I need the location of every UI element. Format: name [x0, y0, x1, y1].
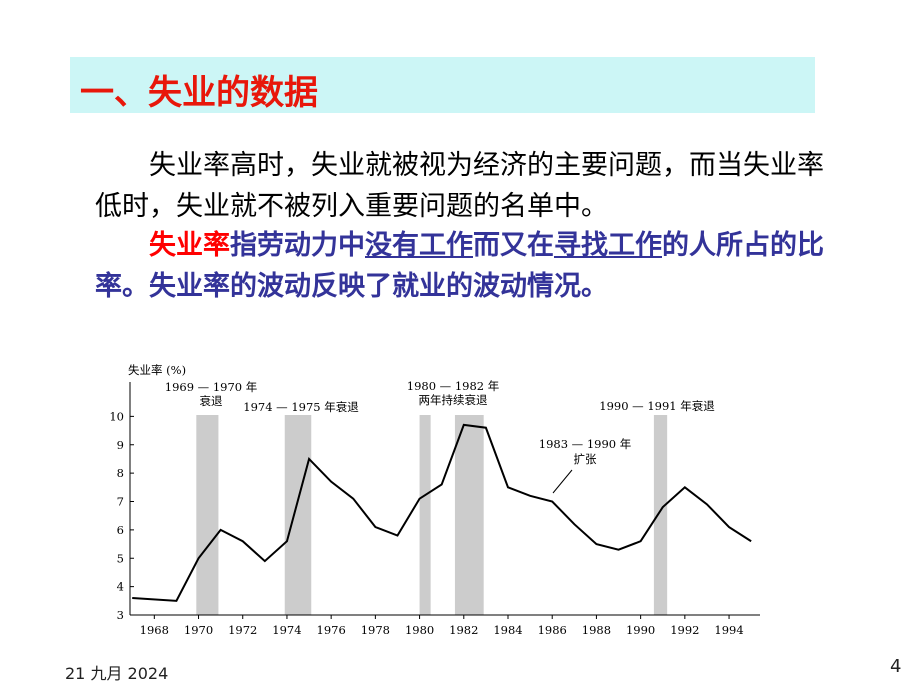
y-axis-label: 失业率 (%)	[128, 363, 186, 377]
x-tick-label: 1970	[184, 623, 213, 637]
y-tick-label: 8	[117, 466, 124, 480]
pointer	[552, 469, 573, 494]
x-tick-label: 1978	[361, 623, 390, 637]
y-tick-label: 10	[109, 409, 124, 423]
text-run: 没有工作	[365, 230, 473, 261]
title-bar: 一、失业的数据	[70, 57, 815, 113]
slide-title: 一、失业的数据	[80, 73, 318, 113]
annotation: 衰退	[200, 394, 223, 408]
x-tick-label: 1968	[140, 623, 169, 637]
annotation: 1990 — 1991 年衰退	[599, 399, 715, 413]
x-tick-label: 1972	[228, 623, 257, 637]
line	[132, 423, 752, 602]
annotation: 扩张	[574, 452, 597, 466]
y-tick-label: 3	[117, 608, 124, 622]
x-tick-label: 1984	[493, 623, 522, 637]
annotation: 1969 — 1970 年	[165, 380, 258, 394]
recession-band	[454, 415, 484, 615]
y-tick-label: 4	[117, 580, 124, 594]
text-run: 寻找工作	[554, 230, 662, 261]
x-tick-label: 1982	[449, 623, 478, 637]
paragraph: 失业率高时，失业就被视为经济的主要问题，而当失业率低时，失业就不被列入重要问题的…	[95, 145, 835, 227]
y-tick-label: 6	[117, 523, 124, 537]
x-tick-label: 1994	[714, 623, 743, 637]
x-tick-label: 1990	[626, 623, 655, 637]
recession-band	[284, 415, 312, 615]
recession-band	[196, 415, 219, 615]
footer-date: 21 九月 2024	[65, 664, 169, 683]
annotation: 1983 — 1990 年	[539, 437, 632, 451]
recession-band	[419, 415, 431, 615]
annotation: 1980 — 1982 年	[407, 379, 500, 393]
annotation: 1974 — 1975 年衰退	[243, 400, 359, 414]
paragraph: 失业率指劳动力中没有工作而又在寻找工作的人所占的比率。失业率的波动反映了就业的波…	[95, 225, 835, 307]
y-tick-label: 9	[117, 438, 124, 452]
annotation: 两年持续衰退	[419, 393, 488, 407]
x-tick-label: 1986	[538, 623, 567, 637]
text-run: 失业率高时，失业就被视为经济的主要问题，而当失业率低时，失业就不被列入重要问题的…	[95, 150, 824, 222]
x-tick-label: 1976	[317, 623, 346, 637]
page-number: 4	[890, 656, 902, 677]
y-tick-label: 5	[117, 551, 124, 565]
recession-band	[653, 415, 668, 615]
text-run: 指劳动力中	[230, 230, 365, 261]
y-tick-label: 7	[117, 495, 124, 509]
x-tick-label: 1988	[582, 623, 611, 637]
x-tick-label: 1980	[405, 623, 434, 637]
text-run: 失业率	[149, 230, 230, 261]
x-tick-label: 1992	[670, 623, 699, 637]
text-run: 的人所占的比率。失业率的波动反映了就业的波动情况。	[95, 230, 824, 302]
x-tick-label: 1974	[272, 623, 301, 637]
text-run: 而又在	[473, 230, 554, 261]
